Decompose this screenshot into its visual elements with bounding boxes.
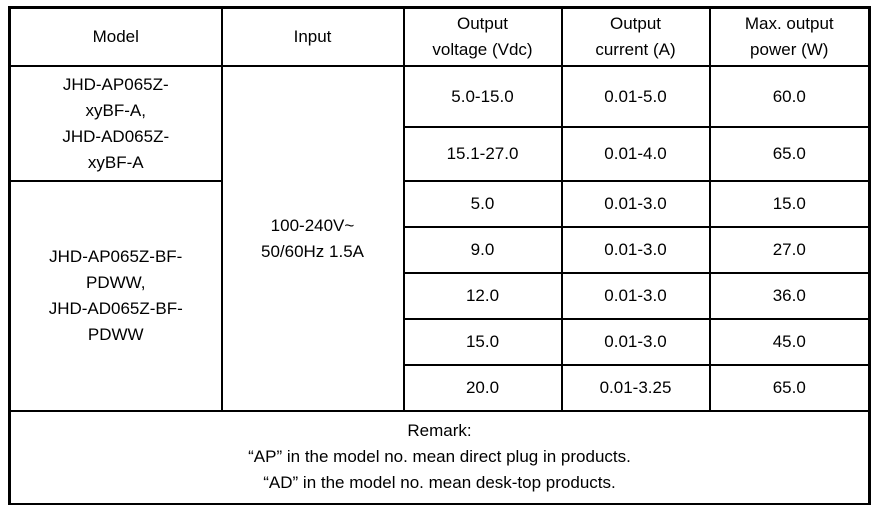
remark-title: Remark: [407, 421, 472, 441]
col-header-output-current: Output current (A) [560, 6, 711, 67]
voltage-cell: 15.0 [402, 318, 563, 366]
power-cell: 60.0 [708, 65, 871, 128]
remark-line-ap: “AP” in the model no. mean direct plug i… [248, 447, 631, 467]
table-row: 15.0 0.01-3.0 45.0 [10, 318, 871, 366]
voltage-cell: 5.0-15.0 [402, 65, 563, 128]
voltage-cell: 20.0 [402, 364, 563, 412]
col-header-model-label: Model [92, 27, 139, 46]
col-header-output-voltage-line2: voltage (Vdc) [432, 40, 533, 59]
power-cell: 15.0 [708, 180, 871, 228]
table-row: JHD-AP065Z-BF- PDWW, JHD-AD065Z-BF- PDWW… [8, 180, 871, 412]
voltage-cell: 5.0 [402, 180, 563, 228]
table-row: JHD-AP065Z- xyBF-A, JHD-AD065Z- xyBF-A 1… [8, 65, 871, 412]
col-header-input: Input [220, 6, 405, 67]
current-cell: 0.01-3.0 [560, 180, 711, 228]
table-row: 12.0 0.01-3.0 36.0 [10, 272, 871, 320]
col-header-max-power-line2: power (W) [750, 40, 829, 59]
model-group-1-cell: JHD-AP065Z- xyBF-A, JHD-AD065Z- xyBF-A [8, 65, 223, 182]
current-cell: 0.01-3.25 [560, 364, 711, 412]
col-header-input-label: Input [293, 27, 332, 46]
power-cell: 65.0 [708, 364, 871, 412]
model-group-1-line4: xyBF-A [87, 152, 144, 172]
col-header-max-power-line1: Max. output [744, 14, 834, 33]
voltage-cell: 9.0 [402, 226, 563, 274]
remark-cell: Remark: “AP” in the model no. mean direc… [8, 410, 871, 505]
model-group-2-cell: JHD-AP065Z-BF- PDWW, JHD-AD065Z-BF- PDWW [8, 180, 223, 412]
input-cell: 100-240V~ 50/60Hz 1.5A [220, 65, 405, 412]
current-cell: 0.01-3.0 [560, 272, 711, 320]
header-row: Model Input Output voltage (Vdc) Output … [8, 6, 871, 67]
remark-row: Remark: “AP” in the model no. mean direc… [8, 410, 871, 505]
col-header-output-voltage: Output voltage (Vdc) [402, 6, 563, 67]
model-group-1-line3: JHD-AD065Z- [62, 126, 170, 146]
spec-table: Model Input Output voltage (Vdc) Output … [8, 6, 871, 505]
col-header-output-current-line1: Output [609, 14, 662, 33]
model-group-2-line2: PDWW, [86, 273, 146, 292]
current-cell: 0.01-3.0 [560, 226, 711, 274]
current-cell: 0.01-3.0 [560, 318, 711, 366]
col-header-max-power: Max. output power (W) [708, 6, 871, 67]
input-line1: 100-240V~ [270, 215, 355, 235]
power-cell: 45.0 [708, 318, 871, 366]
table-row: 20.0 0.01-3.25 65.0 [10, 364, 871, 412]
model-group-2-line4: PDWW [87, 325, 144, 344]
input-line2: 50/60Hz 1.5A [260, 241, 364, 261]
voltage-cell: 15.1-27.0 [402, 126, 563, 182]
model-group-2-line3: JHD-AD065Z-BF- [48, 299, 183, 318]
power-cell: 27.0 [708, 226, 871, 274]
model-group-1-line2: xyBF-A, [85, 100, 146, 120]
voltage-cell: 12.0 [402, 272, 563, 320]
remark-line-ad: “AD” in the model no. mean desk-top prod… [263, 473, 616, 493]
col-header-output-voltage-line1: Output [456, 14, 509, 33]
power-cell: 36.0 [708, 272, 871, 320]
current-cell: 0.01-4.0 [560, 126, 711, 182]
table-row: 15.1-27.0 0.01-4.0 65.0 [10, 126, 871, 182]
col-header-output-current-line2: current (A) [595, 40, 676, 59]
model-group-1-line1: JHD-AP065Z- [62, 74, 169, 94]
current-cell: 0.01-5.0 [560, 65, 711, 128]
power-cell: 65.0 [708, 126, 871, 182]
model-group-2-line1: JHD-AP065Z-BF- [49, 247, 183, 266]
table-row: 9.0 0.01-3.0 27.0 [10, 226, 871, 274]
col-header-model: Model [8, 6, 223, 67]
